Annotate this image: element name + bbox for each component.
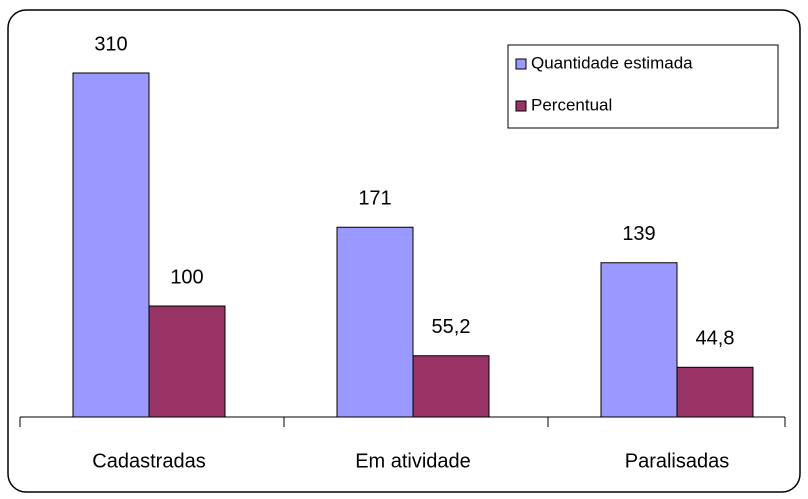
- bar: [336, 226, 414, 418]
- bar: [600, 262, 678, 418]
- data-label: 171: [358, 188, 391, 210]
- data-label: 55,2: [432, 316, 471, 338]
- x-tick-label: Em atividade: [355, 450, 471, 472]
- legend-swatch: [515, 58, 527, 70]
- legend-label: Percentual: [531, 95, 612, 114]
- legend-box: [507, 44, 779, 129]
- data-label: 44,8: [696, 328, 735, 350]
- legend-label: Quantidade estimada: [531, 53, 693, 72]
- data-label: 139: [622, 223, 655, 245]
- data-label: 310: [94, 33, 127, 55]
- bar: [148, 305, 226, 418]
- x-tick-label: Cadastradas: [92, 450, 205, 472]
- bar: [676, 366, 754, 418]
- legend-swatch: [515, 100, 527, 112]
- x-tick-label: Paralisadas: [625, 450, 730, 472]
- data-label: 100: [170, 266, 203, 288]
- bar: [72, 72, 150, 418]
- bar: [412, 355, 490, 418]
